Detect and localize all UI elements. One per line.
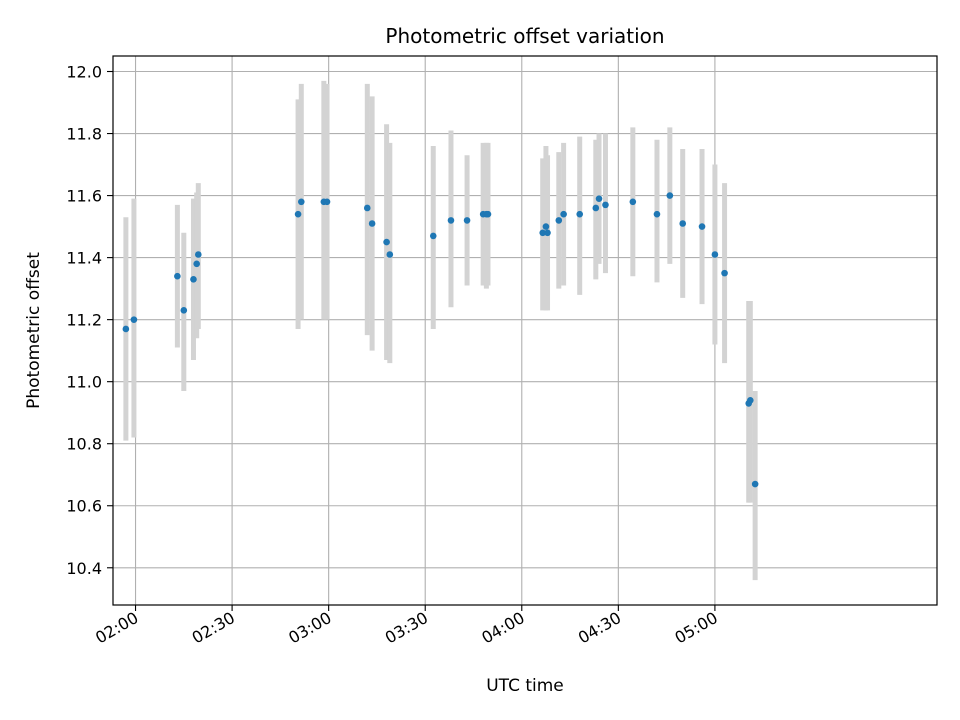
data-point — [711, 251, 719, 258]
data-point — [383, 238, 390, 246]
data-point — [294, 210, 302, 218]
y-tick-label: 11.6 — [66, 187, 102, 206]
data-point — [679, 220, 687, 227]
data-point — [747, 396, 754, 404]
data-point — [602, 201, 609, 209]
data-point — [560, 210, 567, 218]
y-tick-label: 11.0 — [66, 373, 102, 392]
data-point — [592, 204, 600, 212]
y-tick-label: 10.6 — [66, 497, 102, 516]
x-axis-title: UTC time — [486, 676, 564, 696]
data-point — [368, 220, 376, 227]
data-point — [721, 269, 728, 277]
data-point — [484, 210, 492, 218]
data-point — [595, 195, 603, 202]
data-point — [463, 217, 471, 224]
y-tick-label: 11.2 — [66, 311, 102, 330]
y-axis-ticks: 10.4 10.6 10.8 11.0 11.2 11.4 11.6 11.8 12.0 — [66, 63, 113, 578]
data-point — [698, 223, 706, 230]
data-point — [544, 229, 551, 237]
data-point — [323, 198, 331, 206]
data-point — [363, 204, 371, 212]
data-point — [194, 251, 202, 258]
data-point — [751, 480, 759, 488]
data-point — [542, 223, 550, 230]
y-tick-label: 10.4 — [66, 559, 102, 578]
y-tick-label: 11.4 — [66, 249, 102, 268]
data-point — [174, 272, 181, 280]
y-tick-label: 11.8 — [66, 125, 102, 144]
data-point — [447, 217, 455, 224]
data-point — [666, 192, 674, 199]
y-gridlines — [113, 70, 937, 569]
y-tick-label: 10.8 — [66, 435, 102, 454]
data-point — [130, 316, 138, 323]
data-point — [429, 232, 437, 240]
y-axis-title: Photometric offset — [24, 252, 44, 409]
data-points — [122, 192, 759, 488]
data-point — [555, 217, 563, 224]
y-tick-label: 12.0 — [66, 63, 102, 82]
data-point — [180, 307, 188, 314]
data-point — [190, 276, 197, 283]
chart-title: Photometric offset variation — [385, 24, 664, 48]
data-point — [193, 260, 200, 268]
plot-frame — [112, 55, 938, 606]
data-point — [629, 198, 637, 206]
data-point — [122, 325, 130, 333]
data-point — [297, 198, 305, 206]
data-point — [576, 210, 584, 218]
data-point — [386, 251, 394, 258]
data-point — [653, 210, 661, 218]
data-point — [539, 229, 547, 237]
